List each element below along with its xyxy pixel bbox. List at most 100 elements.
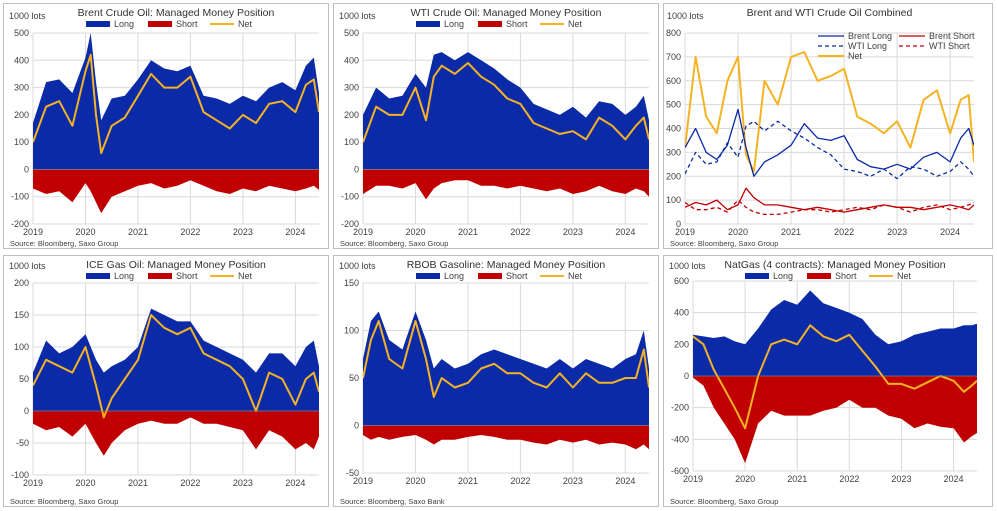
y-tick-label: -50 bbox=[16, 438, 29, 448]
legend-label: Brent Short bbox=[929, 31, 975, 41]
chart-panel-1: -200 -100 0 100 200 300 400 500 2019 2020 2021 2022… bbox=[333, 3, 659, 249]
x-tick-label: 2024 bbox=[615, 227, 635, 237]
x-tick-label: 2020 bbox=[405, 227, 425, 237]
legend-swatch bbox=[807, 273, 831, 279]
legend-label: Long bbox=[444, 19, 464, 29]
x-tick-label: 2019 bbox=[353, 227, 373, 237]
y-tick-label: 500 bbox=[666, 100, 681, 110]
x-tick-label: 2021 bbox=[458, 227, 478, 237]
source-note: Source: Bloomberg, Saxo Group bbox=[340, 239, 448, 248]
chart-panel-3: -100 -50 0 50 100 150 200 2019 2020 2021 2022 2023 2… bbox=[3, 255, 329, 507]
x-tick-label: 2021 bbox=[128, 227, 148, 237]
x-tick-label: 2020 bbox=[728, 227, 748, 237]
x-tick-label: 2021 bbox=[128, 478, 148, 488]
x-tick-label: 2021 bbox=[781, 227, 801, 237]
legend-label: Short bbox=[176, 19, 198, 29]
legend-label: Long bbox=[444, 271, 464, 281]
y-tick-label: 400 bbox=[344, 55, 359, 65]
series-net-line bbox=[363, 62, 649, 143]
x-tick-label: 2020 bbox=[75, 227, 95, 237]
y-tick-label: -200 bbox=[341, 219, 359, 229]
series-line-2 bbox=[685, 120, 974, 180]
legend-label: Long bbox=[114, 271, 134, 281]
x-tick-label: 2022 bbox=[839, 474, 859, 484]
x-tick-label: 2022 bbox=[510, 227, 530, 237]
chart-title: ICE Gas Oil: Managed Money Position bbox=[86, 259, 266, 271]
y-tick-label: 0 bbox=[354, 164, 359, 174]
x-tick-label: 2019 bbox=[675, 227, 695, 237]
source-note: Source: Bloomberg, Saxo Group bbox=[670, 497, 778, 506]
series-short-area bbox=[693, 376, 977, 464]
x-tick-label: 2024 bbox=[944, 474, 964, 484]
x-tick-label: 2020 bbox=[735, 474, 755, 484]
y-tick-label: -200 bbox=[11, 219, 29, 229]
unit-label: 1000 lots bbox=[669, 261, 706, 271]
legend-label: Net bbox=[897, 271, 912, 281]
legend-label: Long bbox=[773, 271, 793, 281]
legend-label: WTI Short bbox=[929, 41, 970, 51]
source-note: Source: Bloomberg, Saxo Group bbox=[10, 239, 118, 248]
y-tick-label: 50 bbox=[349, 373, 359, 383]
legend-label: Net bbox=[568, 271, 583, 281]
y-tick-label: -400 bbox=[671, 434, 689, 444]
unit-label: 1000 lots bbox=[9, 261, 46, 271]
series-long-area bbox=[693, 290, 977, 376]
chart-title: WTI Crude Oil: Managed Money Position bbox=[411, 7, 602, 19]
x-tick-label: 2023 bbox=[563, 476, 583, 486]
x-tick-label: 2024 bbox=[940, 227, 960, 237]
y-tick-label: 700 bbox=[666, 52, 681, 62]
y-tick-label: -100 bbox=[341, 192, 359, 202]
y-tick-label: 800 bbox=[666, 28, 681, 38]
legend-swatch bbox=[416, 273, 440, 279]
x-tick-label: 2023 bbox=[887, 227, 907, 237]
y-tick-label: 100 bbox=[344, 137, 359, 147]
y-tick-label: 0 bbox=[24, 406, 29, 416]
y-tick-label: 600 bbox=[666, 76, 681, 86]
y-tick-label: 0 bbox=[684, 371, 689, 381]
chart-panel-5: -600 -400 -200 0 200 400 600 2019 2020 2021 2022 20… bbox=[663, 255, 993, 507]
x-tick-label: 2023 bbox=[233, 478, 253, 488]
legend-label: Net bbox=[238, 271, 253, 281]
legend-label: Brent Long bbox=[848, 31, 892, 41]
y-tick-label: 300 bbox=[666, 147, 681, 157]
y-tick-label: -100 bbox=[11, 470, 29, 480]
x-tick-label: 2021 bbox=[458, 476, 478, 486]
y-tick-label: 400 bbox=[666, 124, 681, 134]
y-tick-label: 200 bbox=[344, 110, 359, 120]
series-short-area bbox=[33, 169, 319, 214]
legend-swatch bbox=[148, 21, 172, 27]
chart-panel-2: 0 100 200 300 400 500 600 700 800 2019 2020 2021 202… bbox=[663, 3, 993, 249]
x-tick-label: 2020 bbox=[405, 476, 425, 486]
series-long-area bbox=[33, 33, 319, 170]
y-tick-label: 300 bbox=[14, 83, 29, 93]
x-tick-label: 2024 bbox=[285, 227, 305, 237]
y-tick-label: -50 bbox=[346, 468, 359, 478]
y-tick-label: 50 bbox=[19, 374, 29, 384]
legend-swatch bbox=[148, 273, 172, 279]
series-short-area bbox=[363, 425, 649, 450]
unit-label: 1000 lots bbox=[667, 11, 704, 21]
y-tick-label: 100 bbox=[344, 326, 359, 336]
y-tick-label: 0 bbox=[676, 219, 681, 229]
legend-label: Long bbox=[114, 19, 134, 29]
unit-label: 1000 lots bbox=[339, 261, 376, 271]
y-tick-label: 600 bbox=[674, 276, 689, 286]
unit-label: 1000 lots bbox=[339, 11, 376, 21]
y-tick-label: -600 bbox=[671, 466, 689, 476]
y-tick-label: 200 bbox=[14, 110, 29, 120]
x-tick-label: 2023 bbox=[891, 474, 911, 484]
legend-swatch bbox=[745, 273, 769, 279]
series-line-1 bbox=[685, 187, 974, 213]
legend-label: Short bbox=[835, 271, 857, 281]
legend-label: WTI Long bbox=[848, 41, 887, 51]
series-net-line bbox=[33, 53, 319, 155]
chart-panel-0: -200 -100 0 100 200 300 400 500 2019 2020 2021 2022… bbox=[3, 3, 329, 249]
source-note: Source: Bloomberg, Saxo Group bbox=[670, 239, 778, 248]
x-tick-label: 2022 bbox=[180, 478, 200, 488]
y-tick-label: 100 bbox=[14, 342, 29, 352]
legend-label: Net bbox=[238, 19, 253, 29]
x-tick-label: 2019 bbox=[23, 227, 43, 237]
x-tick-label: 2019 bbox=[353, 476, 373, 486]
series-long-area bbox=[33, 308, 319, 411]
